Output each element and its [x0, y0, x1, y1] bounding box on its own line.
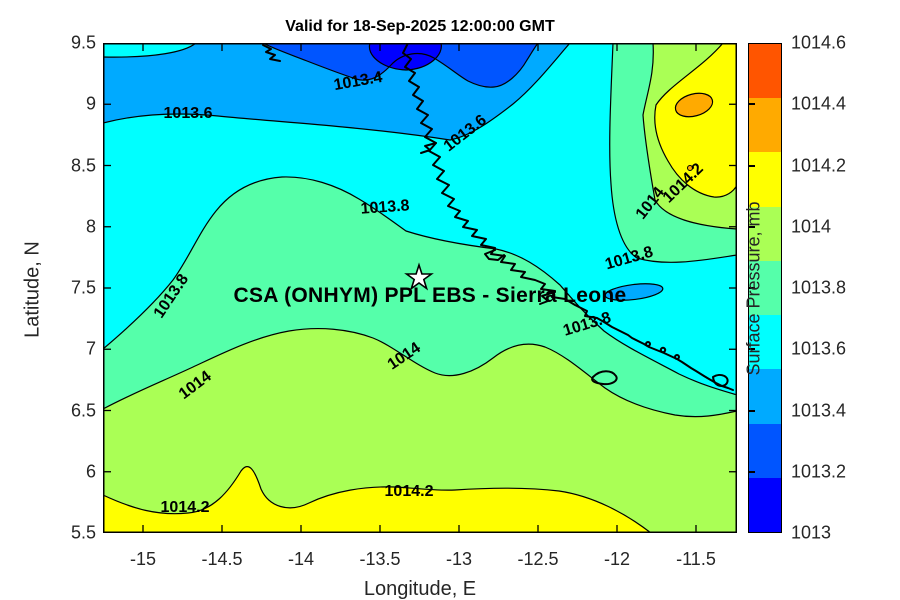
colorbar-tick-mark	[749, 287, 755, 289]
fill-greenyellow-south	[103, 328, 737, 533]
coastline-peninsula	[484, 249, 505, 261]
fill-darkblue-low-core	[369, 43, 442, 70]
fill-orange-high-core	[674, 92, 714, 118]
colorbar-band	[749, 98, 781, 153]
colorbar-tick-label: 1014.4	[791, 93, 847, 114]
fill-yellow-south-high	[103, 466, 651, 533]
fill-skyblue-lens-pocket	[604, 283, 664, 301]
colorbar-band	[749, 206, 781, 261]
y-axis-label: Latitude, N	[21, 241, 44, 338]
star-marker	[404, 262, 434, 291]
plot-title: Valid for 18-Sep-2025 12:00:00 GMT	[285, 18, 555, 35]
colorbar-tick-label: 1014.2	[791, 155, 847, 175]
y-tick-label: 5.5	[70, 522, 96, 543]
fill-cyan-corner-pocket	[103, 43, 196, 58]
colorbar-tick-label: 1013	[791, 522, 832, 543]
colorbar-band	[749, 369, 781, 424]
colorbar-label: Surface Pressure, mb	[743, 201, 764, 376]
y-tick-label: 9.5	[70, 32, 96, 53]
colorbar-band	[749, 44, 781, 99]
orange-speck	[687, 165, 693, 171]
x-tick-label: -15	[129, 549, 156, 569]
colorbar-tick-label: 1014	[791, 216, 832, 237]
colorbar-tick-label: 1013.2	[791, 461, 847, 482]
colorbar-tick-mark	[749, 103, 755, 106]
colorbar-tick-label: 1014.6	[791, 32, 847, 53]
y-tick-label: 6	[85, 461, 96, 482]
contour-lines	[103, 43, 737, 533]
x-axis-label: Longitude, E	[363, 578, 477, 600]
colorbar	[748, 43, 782, 533]
coastline	[262, 43, 734, 391]
x-tick-label: -13	[445, 549, 472, 569]
axes-frame	[103, 43, 737, 533]
x-tick-label: -12	[603, 549, 630, 569]
pressure-map: 1013.6 1013.4 1013.6 1013.8 1014.2 1014 1013.8…	[103, 43, 737, 533]
colorbar-tick-mark	[749, 225, 755, 228]
colorbar-tick-mark	[749, 164, 755, 167]
fill-yellow-topright-high	[654, 43, 737, 198]
pressure-map-svg: 1013.61013.41013.61013.81014.210141013.8…	[103, 43, 737, 533]
island-sherbro	[591, 370, 618, 386]
site-annotation: CSA (ONHYM) PPL EBS - Sierra Leone	[234, 284, 627, 307]
y-tick-label: 9	[85, 93, 96, 114]
colorbar-tick-mark	[749, 348, 755, 351]
x-tick-label: -12.5	[517, 549, 559, 569]
colorbar-band	[749, 423, 781, 478]
x-tick-label: -11.5	[676, 549, 716, 569]
fill-blue-low	[263, 43, 538, 88]
colorbar-tick-label: 1013.4	[791, 400, 847, 420]
y-tick-label: 8.5	[70, 155, 96, 175]
colorbar-tick-mark	[749, 470, 755, 473]
colorbar-band	[749, 315, 781, 370]
y-tick-label: 8	[85, 216, 96, 237]
x-tick-label: -14	[287, 549, 314, 569]
colorbar-band	[749, 152, 781, 207]
contour-label: 1014.2	[161, 499, 210, 516]
y-tick-label: 6.5	[70, 400, 96, 420]
colorbar-tick-mark	[749, 409, 755, 412]
coastline-end-hook	[712, 373, 729, 387]
colorbar-tick-label: 1013.8	[791, 277, 847, 298]
contour-label: 1014.2	[385, 483, 434, 500]
y-tick-label: 7	[85, 338, 96, 359]
contour-label: 1013.6	[164, 105, 213, 122]
contour-label: 1013.8	[360, 197, 410, 217]
colorbar-tick-label: 1013.6	[791, 338, 847, 359]
x-tick-label: -13.5	[359, 549, 401, 569]
y-tick-label: 7.5	[70, 277, 96, 298]
contour-fills	[103, 43, 737, 533]
colorbar-band	[749, 477, 781, 532]
coastline-river-squiggle	[262, 44, 281, 62]
x-tick-label: -14.5	[201, 549, 243, 569]
